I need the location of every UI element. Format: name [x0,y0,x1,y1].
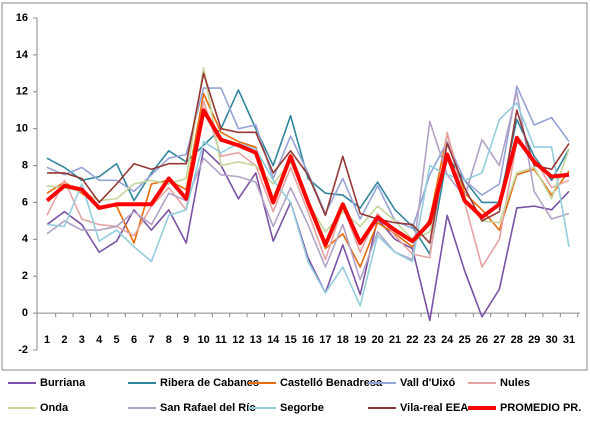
y-tick-label: 2 [22,270,28,282]
y-tick-label: 4 [22,233,29,245]
legend-label: Ribera de Cabanes [160,377,259,389]
x-tick-label: 10 [197,334,209,346]
y-tick-label: 0 [22,307,28,319]
x-tick-label: 28 [511,334,523,346]
legend-label: Castelló Benadresa [280,377,383,389]
x-tick-label: 20 [371,334,383,346]
x-tick-label: 1 [44,334,50,346]
series-line [46,90,570,281]
series-line [46,100,570,268]
plot-frame [1,2,588,371]
y-tick-label: -2 [18,344,28,356]
x-tick-label: 27 [493,334,505,346]
x-tick-label: 19 [354,334,366,346]
x-tick-label: 18 [337,334,349,346]
y-tick-label: 8 [22,159,28,171]
x-tick-label: 9 [183,334,189,346]
x-tick-label: 25 [458,334,470,346]
x-tick-label: 4 [96,334,103,346]
series-line [47,72,570,244]
legend-label: Vila-real EEA [400,402,468,414]
x-tick-label: 5 [114,334,120,346]
series-line [46,85,570,230]
y-tick-label: 6 [22,196,28,208]
x-tick-label: 17 [319,334,331,346]
x-tick-label: 24 [441,334,454,346]
legend-label: Vall d'Uixó [400,377,455,389]
series-line [46,148,570,322]
x-tick-label: 23 [424,334,436,346]
x-tick-label: 13 [250,334,262,346]
legend-label: Burriana [40,377,86,389]
x-tick-label: 6 [131,334,137,346]
x-tick-label: 7 [148,334,154,346]
x-tick-label: 26 [476,334,488,346]
legend-label: PROMEDIO PR. [500,402,581,414]
y-tick-label: 12 [16,86,28,98]
y-tick-label: 10 [16,123,28,135]
x-tick-label: 21 [389,334,401,346]
x-tick-label: 12 [232,334,244,346]
x-tick-label: 31 [563,334,575,346]
x-tick-label: 3 [79,334,85,346]
x-tick-label: 22 [406,334,418,346]
x-tick-label: 30 [545,334,557,346]
series-line [46,89,570,255]
x-tick-label: 8 [166,334,172,346]
legend-label: San Rafael del Río [160,402,256,414]
x-tick-label: 29 [528,334,540,346]
y-tick-label: 14 [16,49,29,61]
x-tick-label: 2 [61,334,67,346]
x-tick-label: 15 [284,334,296,346]
x-tick-label: 14 [267,334,280,346]
legend-label: Onda [40,402,69,414]
x-tick-label: 16 [302,334,314,346]
y-tick-label: 16 [16,12,28,24]
legend-label: Segorbe [280,402,324,414]
series-line [46,102,570,307]
series-line [45,108,570,247]
x-tick-label: 11 [215,334,227,346]
legend-label: Nules [500,377,530,389]
